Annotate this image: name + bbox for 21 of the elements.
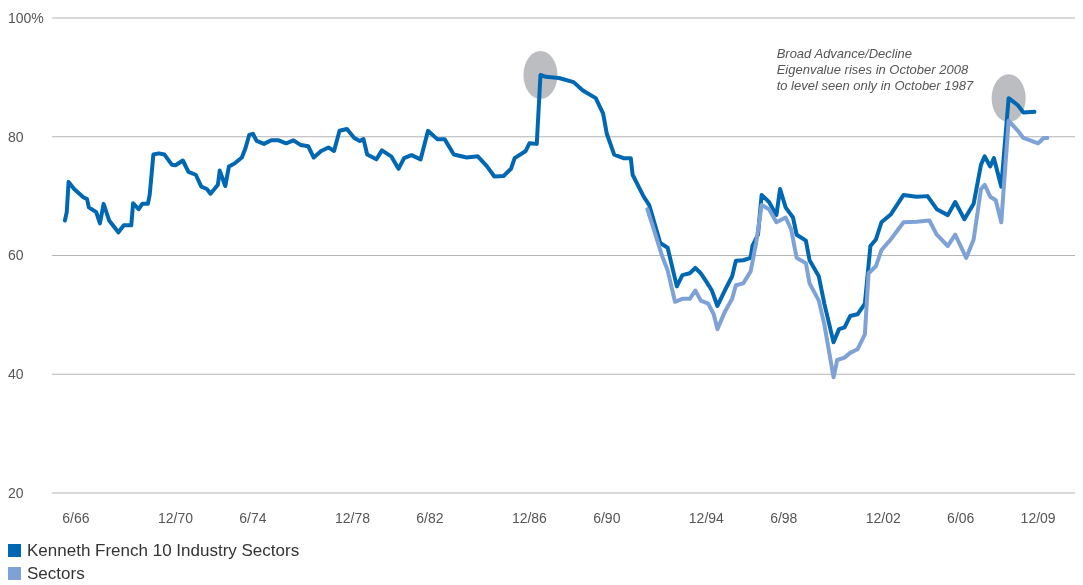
x-tick-label: 6/98 [770, 509, 798, 526]
x-tick-label: 6/74 [239, 509, 267, 526]
x-tick-label: 6/06 [947, 509, 975, 526]
x-tick-label: 12/09 [1020, 509, 1056, 526]
x-tick-label: 12/78 [334, 509, 371, 526]
y-tick-label: 40 [8, 366, 24, 383]
x-tick-label: 12/94 [688, 509, 725, 526]
x-tick-label: 6/82 [416, 509, 444, 526]
y-tick-label: 60 [8, 247, 24, 264]
line-series [645, 118, 1050, 380]
legend-label: Kenneth French 10 Industry Sectors [27, 540, 300, 562]
x-tick-label: 6/90 [593, 509, 621, 526]
legend-label: Sectors [27, 563, 85, 585]
y-tick-label: 100% [8, 9, 44, 26]
y-tick-label: 80 [8, 128, 24, 145]
x-tick-label: 12/86 [511, 509, 548, 526]
annotation: Broad Advance/Decline Eigenvalue rises in October 2008 to level seen only in October 1987 [776, 46, 974, 95]
y-tick-label: 20 [8, 484, 24, 501]
x-tick-label: 12/02 [865, 509, 902, 526]
x-tick-label: 12/70 [157, 509, 194, 526]
x-tick-label: 6/66 [62, 509, 90, 526]
